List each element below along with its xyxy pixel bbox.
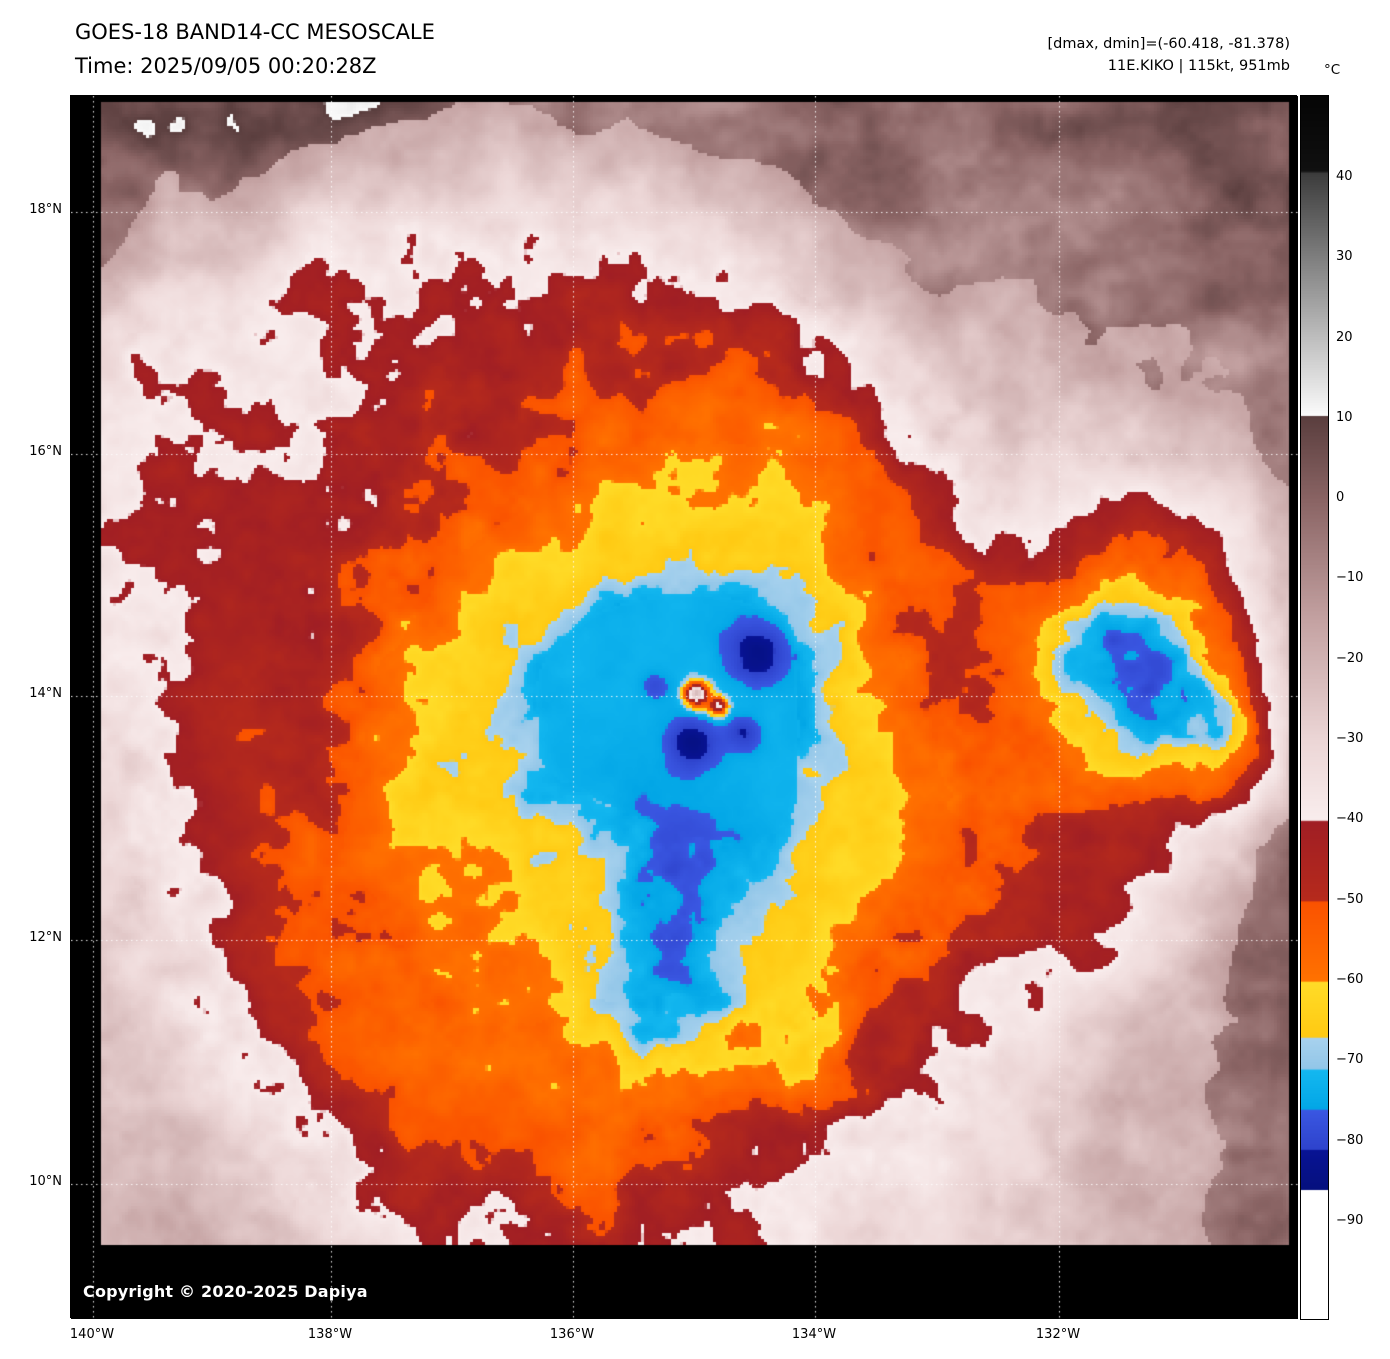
- figure-timestamp: Time: 2025/09/05 00:20:28Z: [75, 54, 377, 78]
- colorbar-tick-label: −30: [1336, 731, 1364, 747]
- satellite-map-panel: Copyright © 2020-2025 Dapiya: [70, 95, 1298, 1319]
- lon-tick-label: 134°W: [791, 1327, 837, 1342]
- colorbar-tick-label: −70: [1336, 1052, 1364, 1068]
- lat-tick-label: 12°N: [29, 930, 62, 945]
- colorbar: [1300, 95, 1329, 1320]
- colorbar-tick-label: 0: [1336, 490, 1345, 506]
- figure-title: GOES-18 BAND14-CC MESOSCALE: [75, 20, 435, 44]
- satellite-image-canvas: [71, 96, 1298, 1319]
- lat-tick-label: 18°N: [29, 202, 62, 217]
- lat-tick-label: 16°N: [29, 444, 62, 459]
- colorbar-tick-label: −20: [1336, 650, 1364, 666]
- colorbar-tick-label: −90: [1336, 1212, 1364, 1228]
- lat-tick-label: 10°N: [29, 1174, 62, 1189]
- colorbar-tick-label: 20: [1336, 329, 1353, 345]
- lon-tick-label: 140°W: [69, 1327, 115, 1342]
- colorbar-tick-label: 30: [1336, 249, 1353, 265]
- colorbar-tick-label: 40: [1336, 168, 1353, 184]
- colorbar-tick-label: 10: [1336, 409, 1353, 425]
- colorbar-tick-label: −80: [1336, 1132, 1364, 1148]
- colorbar-unit-label: °C: [1324, 62, 1341, 78]
- colorbar-tick-label: −60: [1336, 971, 1364, 987]
- dmax-dmin-readout: [dmax, dmin]=(-60.418, -81.378): [1047, 36, 1291, 52]
- lon-tick-label: 138°W: [307, 1327, 353, 1342]
- colorbar-tick-label: −40: [1336, 811, 1364, 827]
- colorbar-tick-label: −50: [1336, 891, 1364, 907]
- colorbar-tick-label: −10: [1336, 570, 1364, 586]
- lon-tick-label: 132°W: [1035, 1327, 1081, 1342]
- copyright-label: Copyright © 2020-2025 Dapiya: [83, 1282, 368, 1301]
- storm-info-label: 11E.KIKO | 115kt, 951mb: [1107, 58, 1290, 74]
- lat-tick-label: 14°N: [29, 686, 62, 701]
- lon-tick-label: 136°W: [549, 1327, 595, 1342]
